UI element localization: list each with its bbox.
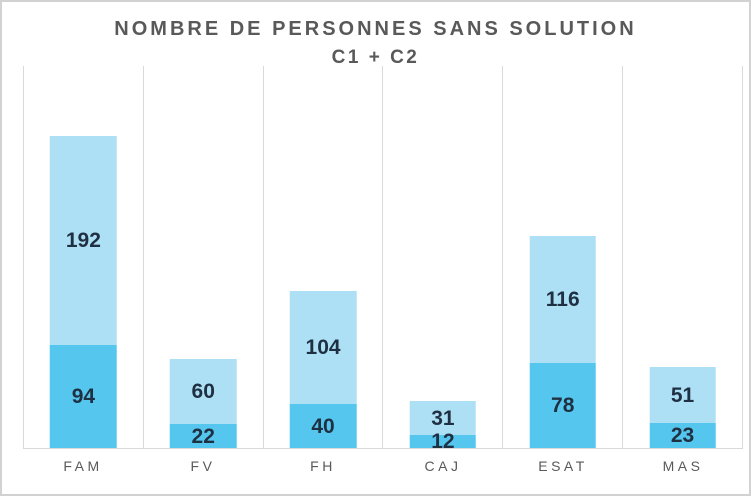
- bar-segment-bottom-segment: 78: [529, 362, 596, 448]
- bar-segment-top-segment: 51: [649, 367, 716, 423]
- data-label: 23: [670, 423, 695, 447]
- stacked-bar-esat: 116 78: [529, 236, 596, 448]
- category-label-esat: ESAT: [538, 458, 588, 474]
- plot-cell-fv: 60 22: [142, 66, 263, 448]
- bar-segment-bottom-segment: 23: [649, 422, 716, 448]
- data-label: 116: [545, 288, 580, 312]
- bar-segment-bottom-segment: 94: [50, 345, 117, 448]
- plot-cell-fam: 192 94: [23, 66, 143, 448]
- data-label: 78: [551, 393, 575, 417]
- data-label: 94: [71, 385, 96, 409]
- plot-cell-esat: 116 78: [502, 66, 622, 448]
- category-label-mas: MAS: [662, 458, 704, 474]
- plot-cell-mas: 51 23: [622, 66, 743, 448]
- data-label: 60: [191, 379, 215, 403]
- data-label: 51: [670, 383, 695, 407]
- bar-segment-top-segment: 192: [50, 135, 117, 346]
- bar-segment-bottom-segment: 12: [409, 431, 477, 452]
- category-axis: FAM FV FH CAJ ESAT MAS: [23, 449, 743, 473]
- bar-segment-bottom-segment: 22: [169, 424, 237, 448]
- stacked-bar-fam: 192 94: [50, 135, 117, 448]
- data-label: 12: [431, 429, 455, 453]
- data-label: 192: [65, 229, 101, 253]
- category-label-fh: FH: [310, 458, 336, 474]
- chart-title-line1: NOMBRE DE PERSONNES SANS SOLUTION: [114, 18, 637, 40]
- bar-segment-bottom-segment: 40: [289, 404, 357, 448]
- chart-title: NOMBRE DE PERSONNES SANS SOLUTION C1 + C…: [2, 19, 749, 67]
- bar-segment-top-segment: 31: [409, 401, 477, 435]
- plot-cell-fh: 104 40: [262, 66, 383, 448]
- bar-segment-top-segment: 60: [169, 358, 237, 424]
- data-label: 104: [305, 336, 341, 360]
- bar-segment-top-segment: 104: [289, 290, 357, 405]
- stacked-bar-mas: 51 23: [649, 367, 716, 448]
- chart-title-line2: C1 + C2: [331, 47, 420, 68]
- category-label-fv: FV: [190, 458, 216, 474]
- data-label: 31: [431, 406, 455, 430]
- bar-segment-top-segment: 116: [529, 236, 596, 363]
- plot-cell-caj: 31 12: [382, 66, 502, 452]
- data-label: 40: [311, 414, 335, 438]
- stacked-bar-fv: 60 22: [169, 358, 237, 448]
- stacked-bar-fh: 104 40: [289, 290, 357, 448]
- stacked-bar-caj: 31 12: [409, 401, 477, 452]
- plot-area: 192 94 60 22 104 40 31 12 116 78 51 23: [23, 66, 743, 452]
- category-label-caj: CAJ: [424, 458, 462, 474]
- category-label-fam: FAM: [63, 458, 103, 474]
- data-label: 22: [191, 424, 215, 448]
